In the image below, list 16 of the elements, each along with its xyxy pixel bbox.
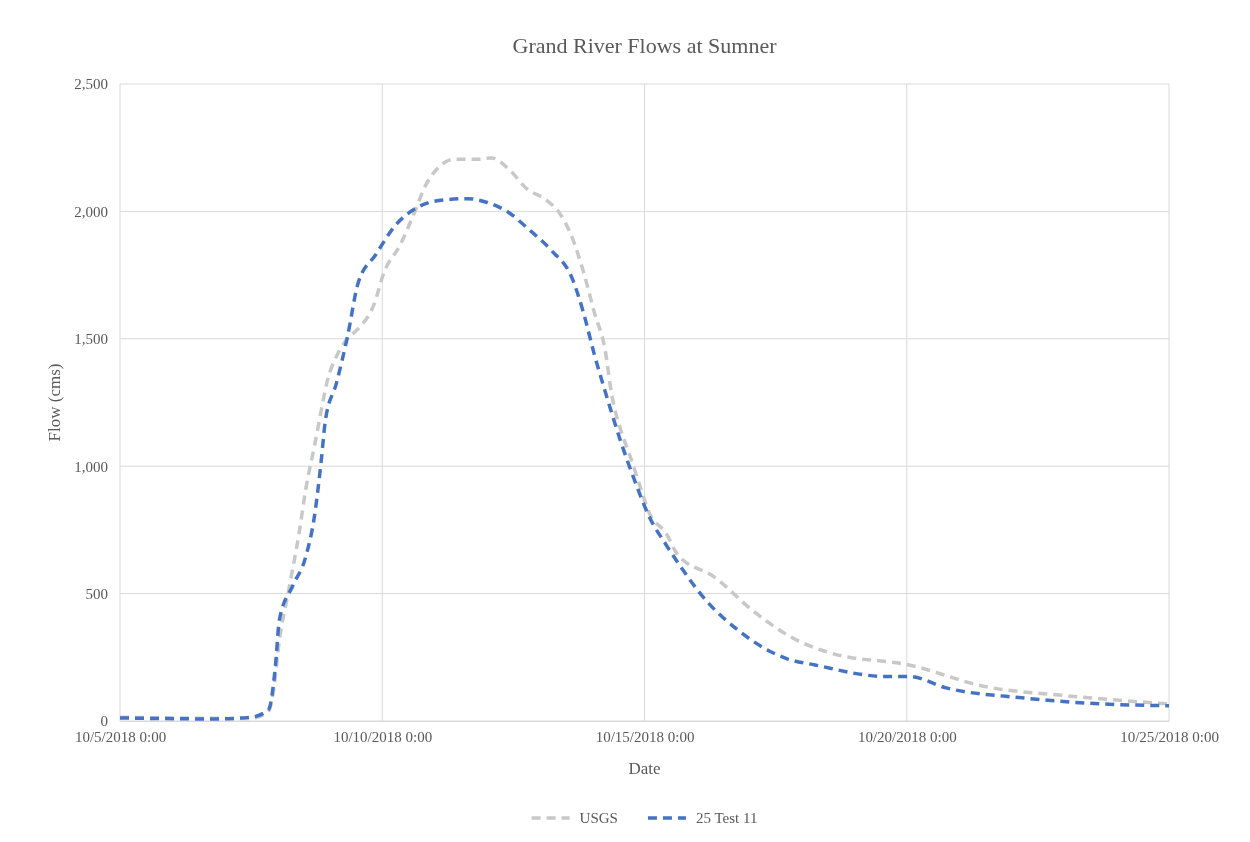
y-tick-label: 2,000 [74,203,108,220]
legend-label: USGS [579,810,618,826]
y-tick-label: 2,500 [74,76,108,93]
y-tick-label: 0 [100,713,108,730]
x-tick-label: 10/5/2018 0:00 [74,728,167,745]
y-tick-label: 500 [85,585,108,602]
x-tick-label: 10/20/2018 0:00 [857,728,957,745]
y-tick-label: 1,000 [74,458,108,475]
x-tick-label: 10/25/2018 0:00 [1120,728,1219,745]
chart-title: Grand River Flows at Sumner [512,33,778,58]
y-axis-title: Flow (cms) [45,363,64,442]
x-axis-title: Date [628,759,661,778]
x-tick-label: 10/15/2018 0:00 [595,728,695,745]
x-tick-label: 10/10/2018 0:00 [333,728,433,745]
y-tick-label: 1,500 [74,331,108,348]
legend-label: 25 Test 11 [695,810,758,826]
